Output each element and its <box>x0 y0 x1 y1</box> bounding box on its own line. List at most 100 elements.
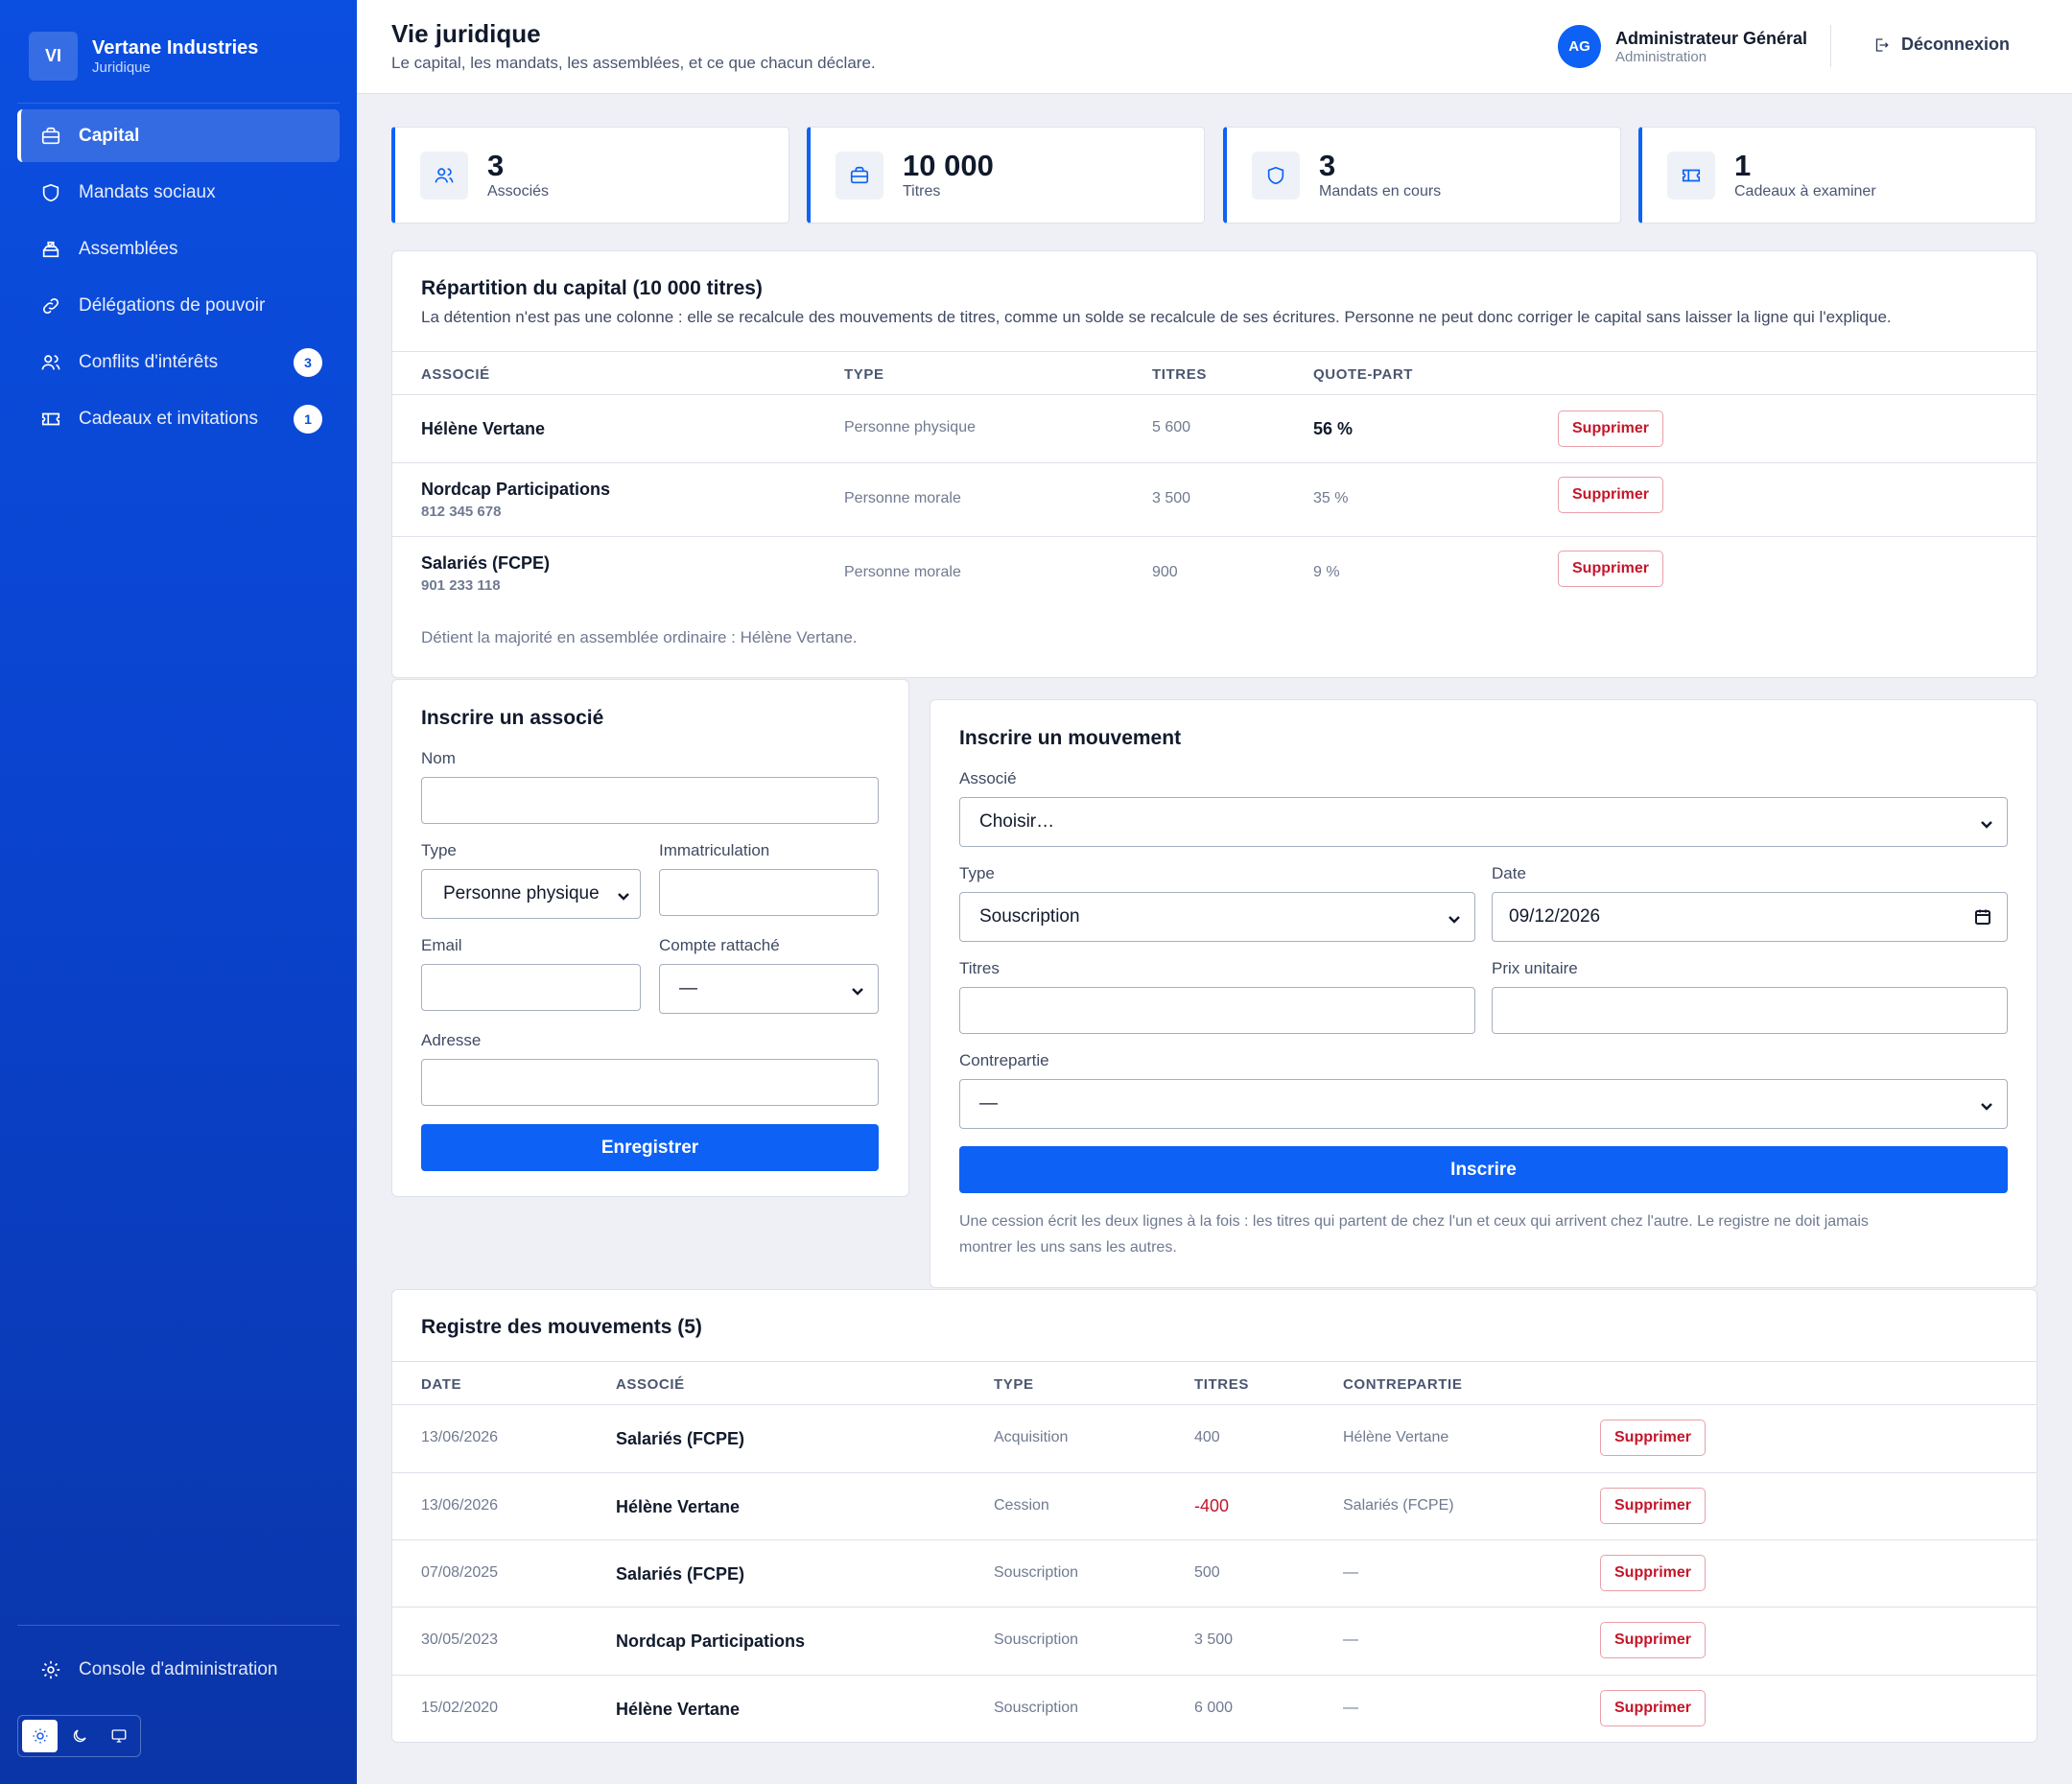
column-header: Date <box>421 1376 462 1393</box>
associe-form-title: Inscrire un associé <box>421 707 604 729</box>
adresse-input[interactable] <box>421 1059 879 1106</box>
stat-label: Associés <box>487 182 550 200</box>
type-label: Type <box>421 841 457 859</box>
capital-description: La détention n'est pas une colonne : ell… <box>421 308 1892 326</box>
sidebar-item-cadeaux[interactable]: Cadeaux et invitations 1 <box>17 392 340 445</box>
delete-button[interactable]: Supprimer <box>1558 477 1664 513</box>
sidebar-item-assemblees[interactable]: Assemblées <box>17 223 340 275</box>
brand-logo: VI <box>29 32 78 81</box>
contrepartie-select[interactable]: — <box>959 1079 2008 1129</box>
mouvement-type-select[interactable]: Souscription <box>959 892 1475 942</box>
mouvement-date: 13/06/2026 <box>421 1497 499 1514</box>
column-header: Type <box>994 1376 1034 1393</box>
sidebar-item-conflits[interactable]: Conflits d'intérêts 3 <box>17 336 340 388</box>
logout-button[interactable]: Déconnexion <box>1872 35 2010 55</box>
immatriculation-label: Immatriculation <box>659 841 770 859</box>
user-menu[interactable]: AG Administrateur Général Administration <box>1558 25 1807 68</box>
stat-value: 3 <box>1319 148 1336 182</box>
calendar-icon[interactable] <box>1974 908 1991 926</box>
theme-system-button[interactable] <box>101 1720 136 1752</box>
mouvement-type: Souscription <box>994 1700 1079 1716</box>
associe-registration: 812 345 678 <box>421 504 502 520</box>
theme-switcher <box>17 1715 141 1757</box>
associe-name: Nordcap Participations <box>421 480 611 499</box>
delete-button[interactable]: Supprimer <box>1558 551 1664 587</box>
stat-label: Cadeaux à examiner <box>1734 182 1876 200</box>
table-row: Nordcap Participations 812 345 678 Perso… <box>392 463 2037 537</box>
briefcase-icon <box>836 151 883 200</box>
titres-label: Titres <box>959 959 1000 977</box>
brand[interactable]: VI Vertane Industries Juridique <box>29 32 258 81</box>
delete-button[interactable]: Supprimer <box>1600 1690 1707 1726</box>
column-header: Contrepartie <box>1343 1376 1463 1393</box>
sun-icon <box>33 1728 47 1744</box>
theme-light-button[interactable] <box>22 1720 58 1752</box>
delete-button[interactable]: Supprimer <box>1600 1622 1707 1658</box>
type-select[interactable]: Personne physique <box>421 869 641 919</box>
table-row: 13/06/2026 Hélène Vertane Cession -400 S… <box>392 1473 2037 1540</box>
email-field[interactable] <box>421 964 641 1011</box>
ballot-box-icon <box>40 239 61 260</box>
delete-button[interactable]: Supprimer <box>1600 1488 1707 1524</box>
associe-type: Personne physique <box>844 419 976 435</box>
shield-icon <box>40 182 61 203</box>
mouvement-date: 30/05/2023 <box>421 1631 499 1648</box>
associe-select[interactable]: Choisir… <box>959 797 2008 847</box>
mouvement-type: Souscription <box>994 1564 1079 1581</box>
delete-button[interactable]: Supprimer <box>1600 1420 1707 1456</box>
chevron-down-icon <box>851 982 864 996</box>
associe-quote-part: 35 % <box>1313 490 1349 506</box>
gear-icon <box>41 1660 60 1679</box>
mouvement-titres: 400 <box>1194 1429 1220 1445</box>
associe-quote-part: 9 % <box>1313 564 1340 580</box>
contrepartie-select-value: — <box>979 1093 998 1114</box>
compte-select[interactable]: — <box>659 964 879 1014</box>
compte-select-value: — <box>679 978 697 998</box>
mouvement-type: Cession <box>994 1497 1049 1514</box>
associe-select-value: Choisir… <box>979 811 1055 832</box>
titres-input[interactable] <box>959 987 1475 1034</box>
nom-label: Nom <box>421 749 456 767</box>
brand-name: Vertane Industries <box>92 36 259 59</box>
immatriculation-input[interactable] <box>659 869 879 916</box>
column-header: Associé <box>421 366 490 383</box>
associe-quote-part: 56 % <box>1313 419 1354 438</box>
date-value: 09/12/2026 <box>1509 906 1601 927</box>
sidebar-item-mandats[interactable]: Mandats sociaux <box>17 166 340 219</box>
stat-label: Mandats en cours <box>1319 182 1442 200</box>
admin-console-link[interactable]: Console d'administration <box>40 1659 277 1680</box>
sidebar-item-capital[interactable]: Capital <box>17 109 340 162</box>
capital-table-header: Associé Type Titres Quote-part <box>392 351 2037 395</box>
stat-value: 10 000 <box>903 148 994 182</box>
enregistrer-button[interactable]: Enregistrer <box>421 1124 879 1171</box>
sidebar-item-delegations[interactable]: Délégations de pouvoir <box>17 279 340 332</box>
delete-button[interactable]: Supprimer <box>1558 411 1664 447</box>
mouvement-contrepartie: — <box>1343 1564 1358 1581</box>
email-label: Email <box>421 936 462 954</box>
nom-input[interactable] <box>421 777 879 824</box>
chevron-down-icon <box>1980 815 1993 829</box>
mouvement-contrepartie: Salariés (FCPE) <box>1343 1497 1454 1514</box>
chevron-down-icon <box>609 887 632 901</box>
avatar: AG <box>1558 25 1601 68</box>
chevron-down-icon <box>1448 910 1461 924</box>
delete-button[interactable]: Supprimer <box>1600 1555 1707 1591</box>
associe-name: Salariés (FCPE) <box>421 553 551 573</box>
date-input[interactable]: 09/12/2026 <box>1492 892 2008 942</box>
associe-type: Personne morale <box>844 564 961 580</box>
stat-card-mandats: 3 Mandats en cours <box>1223 127 1621 223</box>
sidebar-divider <box>17 1625 340 1626</box>
theme-dark-button[interactable] <box>61 1720 97 1752</box>
registre-title: Registre des mouvements (5) <box>421 1316 702 1338</box>
prix-unitaire-input[interactable] <box>1492 987 2008 1034</box>
column-header: Titres <box>1194 1376 1249 1393</box>
capital-title: Répartition du capital (10 000 titres) <box>421 277 763 299</box>
inscrire-button[interactable]: Inscrire <box>959 1146 2008 1193</box>
page-subtitle: Le capital, les mandats, les assemblées,… <box>391 54 876 72</box>
moon-icon <box>73 1729 86 1743</box>
column-header: Type <box>844 366 884 383</box>
table-row: Hélène Vertane Personne physique 5 600 5… <box>392 395 2037 463</box>
mouvement-date: 15/02/2020 <box>421 1700 499 1716</box>
table-row: 13/06/2026 Salariés (FCPE) Acquisition 4… <box>392 1405 2037 1473</box>
mouvement-contrepartie: Hélène Vertane <box>1343 1429 1449 1445</box>
